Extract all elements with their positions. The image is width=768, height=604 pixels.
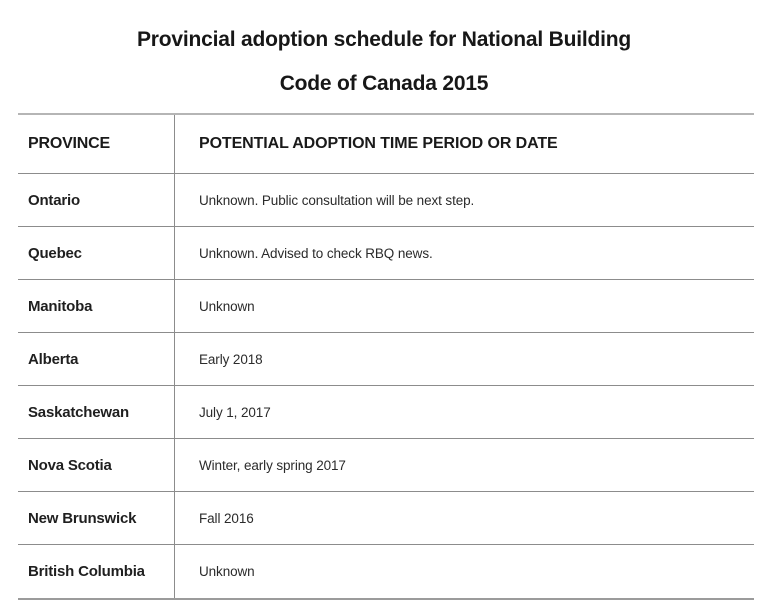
cell-date: Unknown bbox=[199, 298, 255, 314]
cell-date: Early 2018 bbox=[199, 351, 263, 367]
cell-province: Quebec bbox=[18, 227, 175, 279]
cell-date: Unknown. Advised to check RBQ news. bbox=[199, 245, 433, 261]
page-title: Provincial adoption schedule for Nationa… bbox=[0, 0, 768, 98]
cell-date: Unknown bbox=[199, 564, 255, 579]
table-row: British Columbia Unknown bbox=[18, 545, 754, 598]
cell-province: Ontario bbox=[18, 174, 175, 226]
table-row: New Brunswick Fall 2016 bbox=[18, 492, 754, 545]
adoption-schedule-table: PROVINCE POTENTIAL ADOPTION TIME PERIOD … bbox=[18, 113, 754, 600]
cell-province: Nova Scotia bbox=[18, 439, 175, 491]
page-title-line2: Code of Canada 2015 bbox=[279, 72, 489, 95]
cell-province: Manitoba bbox=[18, 280, 175, 332]
header-cell-date: POTENTIAL ADOPTION TIME PERIOD OR DATE bbox=[199, 135, 558, 152]
cell-province: Alberta bbox=[18, 333, 175, 385]
cell-date: Fall 2016 bbox=[199, 510, 254, 526]
cell-province: British Columbia bbox=[18, 545, 175, 598]
page-title-line1: Provincial adoption schedule for Nationa… bbox=[136, 28, 632, 51]
cell-province: New Brunswick bbox=[18, 492, 175, 544]
cell-date: Winter, early spring 2017 bbox=[199, 457, 346, 473]
table-header-row: PROVINCE POTENTIAL ADOPTION TIME PERIOD … bbox=[18, 115, 754, 174]
header-cell-province: PROVINCE bbox=[18, 115, 175, 173]
table-row: Alberta Early 2018 bbox=[18, 333, 754, 386]
cell-date: Unknown. Public consultation will be nex… bbox=[199, 192, 475, 208]
table-row: Quebec Unknown. Advised to check RBQ new… bbox=[18, 227, 754, 280]
table-row: Saskatchewan July 1, 2017 bbox=[18, 386, 754, 439]
cell-province: Saskatchewan bbox=[18, 386, 175, 438]
table-row: Ontario Unknown. Public consultation wil… bbox=[18, 174, 754, 227]
cell-date: July 1, 2017 bbox=[199, 404, 271, 420]
table-row: Nova Scotia Winter, early spring 2017 bbox=[18, 439, 754, 492]
table-row: Manitoba Unknown bbox=[18, 280, 754, 333]
